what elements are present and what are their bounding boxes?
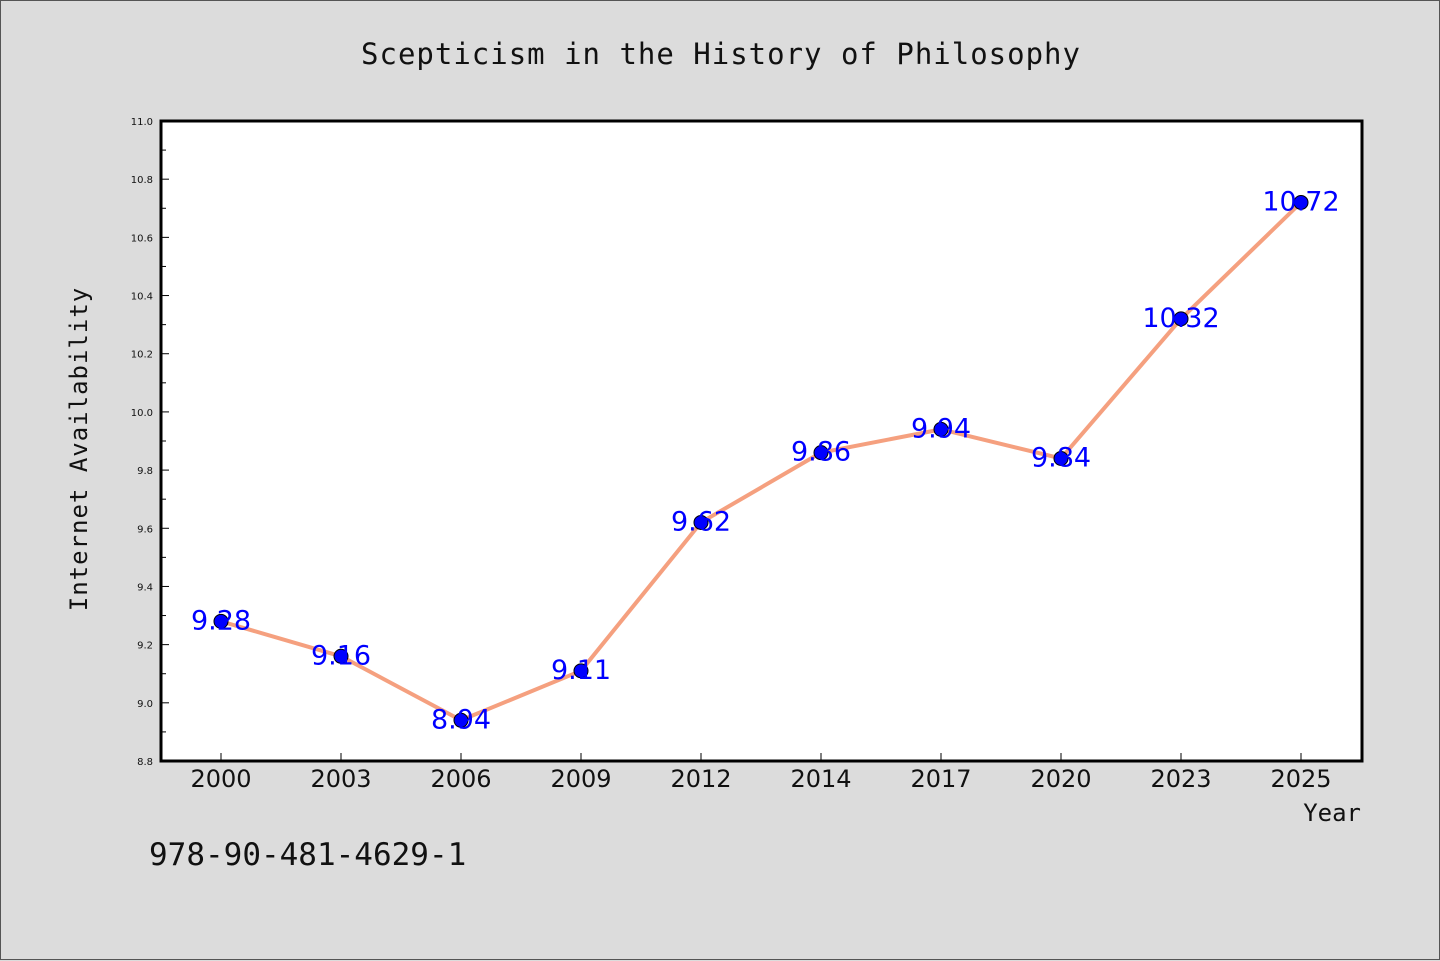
x-tick-label: 2025 <box>1270 765 1331 793</box>
x-tick-label: 2006 <box>430 765 491 793</box>
y-tick-label: 9.6 <box>137 524 153 535</box>
data-point <box>453 712 469 728</box>
y-axis-label: Internet Availability <box>65 287 93 611</box>
data-label: 9.62 <box>671 506 731 537</box>
x-tick-label: 2009 <box>550 765 611 793</box>
y-tick-label: 10.2 <box>131 350 153 361</box>
plot-area <box>159 119 1364 763</box>
x-tick-label: 2000 <box>190 765 251 793</box>
y-tick-label: 11.0 <box>131 117 153 128</box>
data-point <box>1293 194 1309 210</box>
chart-title: Scepticism in the History of Philosophy <box>361 37 1081 71</box>
x-tick-label: 2017 <box>910 765 971 793</box>
data-label: 9.16 <box>311 640 371 671</box>
data-label: 9.86 <box>791 437 851 468</box>
data-point <box>333 648 349 664</box>
x-tick-label: 2014 <box>790 765 851 793</box>
y-tick-label: 10.4 <box>131 292 153 303</box>
x-axis-label: Year <box>1303 799 1361 827</box>
y-tick-label: 9.8 <box>137 466 153 477</box>
data-label: 10.72 <box>1262 186 1339 217</box>
isbn-text: 978-90-481-4629-1 <box>149 837 466 873</box>
data-point <box>933 421 949 437</box>
x-tick-label: 2020 <box>1030 765 1091 793</box>
x-tick-label: 2003 <box>310 765 371 793</box>
data-label: 10.32 <box>1142 303 1219 334</box>
y-axis: 8.8 9.0 9.2 9.4 9.6 9.8 10.0 10.2 10.4 10.6 10.8 11… <box>131 117 169 768</box>
x-tick-label: 2012 <box>670 765 731 793</box>
data-point <box>1173 311 1189 327</box>
x-axis: 2000 2003 2006 2009 2012 2014 2017 2020 2023 2025 <box>190 753 1332 793</box>
y-tick-label: 10.0 <box>131 408 153 419</box>
data-label: 9.11 <box>551 655 611 686</box>
y-tick-label: 9.2 <box>137 641 153 652</box>
data-point <box>813 445 829 461</box>
y-tick-label: 10.8 <box>131 175 153 186</box>
data-label: 9.84 <box>1031 442 1091 473</box>
y-tick-label: 9.4 <box>137 582 153 593</box>
series-line <box>220 201 1303 723</box>
data-point <box>693 514 709 530</box>
y-tick-label: 8.8 <box>137 757 153 768</box>
y-tick-label: 10.6 <box>131 233 153 244</box>
data-point <box>1053 450 1069 466</box>
y-tick-label: 9.0 <box>137 699 153 710</box>
data-label: 9.94 <box>911 413 971 444</box>
data-label: 8.94 <box>431 704 491 735</box>
data-point <box>573 663 589 679</box>
data-point <box>213 613 229 629</box>
series-layer: 9.28 9.16 8.94 9.11 9.62 9.86 9.94 9.84 10.32 10.… <box>191 186 1340 735</box>
x-tick-label: 2023 <box>1150 765 1211 793</box>
data-label: 9.28 <box>191 605 251 636</box>
